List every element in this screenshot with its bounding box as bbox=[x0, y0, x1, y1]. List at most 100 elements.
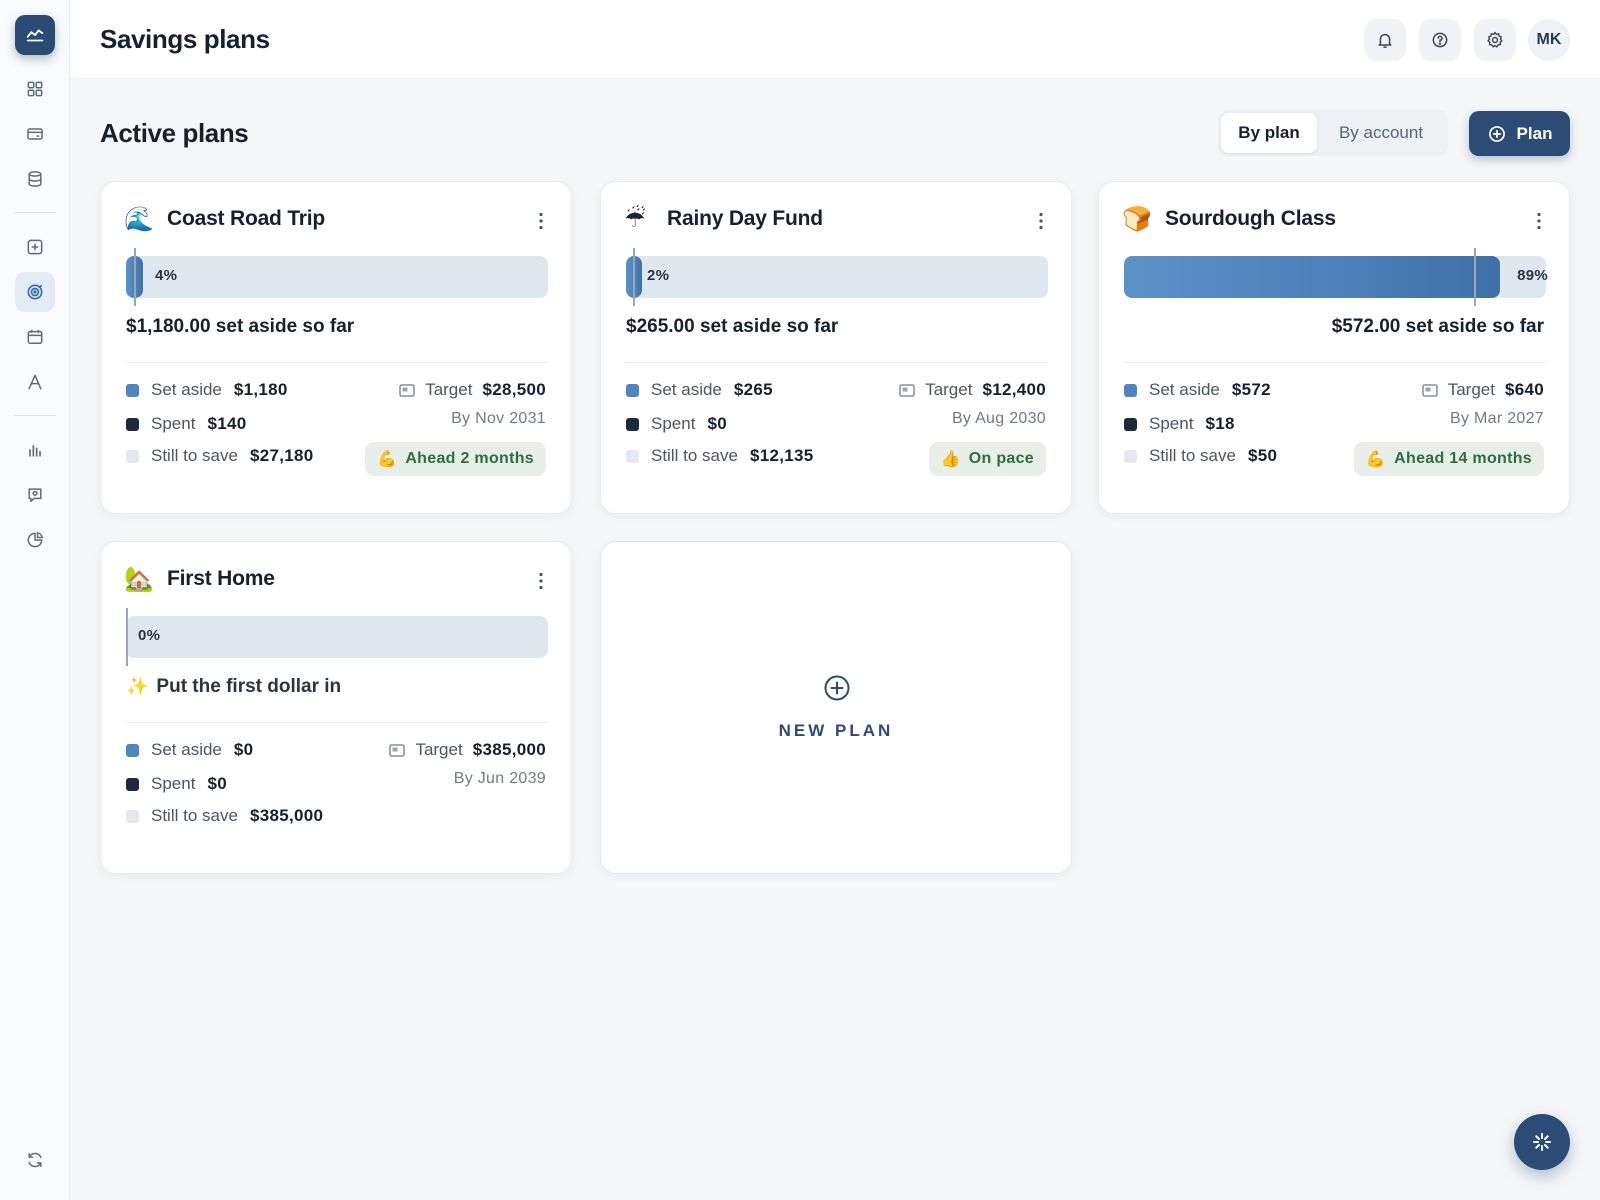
stat-value: $140 bbox=[207, 414, 247, 433]
stat-label: Set aside bbox=[1149, 380, 1220, 399]
message-icon bbox=[28, 488, 42, 502]
progress-bar: 89% bbox=[1124, 248, 1548, 306]
plus-square-icon bbox=[27, 239, 43, 255]
nav-add[interactable] bbox=[15, 227, 55, 267]
flag-icon bbox=[399, 383, 415, 397]
set-aside-stat: Set aside $572 bbox=[1124, 380, 1271, 400]
plan-menu-button[interactable] bbox=[531, 568, 551, 594]
pace-label: On pace bbox=[968, 450, 1034, 467]
progress-percent: 2% bbox=[647, 267, 670, 284]
gear-icon bbox=[1487, 31, 1503, 48]
section-title: Active plans bbox=[100, 118, 249, 148]
plan-card-first-home[interactable]: 🏡 First Home 0% ✨ Put the first dollar in… bbox=[100, 541, 572, 874]
nav-accounts[interactable] bbox=[15, 114, 55, 154]
stat-label: Spent bbox=[151, 774, 196, 793]
pace-marker bbox=[126, 608, 128, 666]
tab-by-plan[interactable]: By plan bbox=[1221, 113, 1317, 153]
flexed-bicep-icon: 💪 bbox=[1365, 451, 1387, 468]
nav-messages[interactable] bbox=[15, 475, 55, 515]
nav-breakdown[interactable] bbox=[15, 520, 55, 560]
still-swatch bbox=[126, 809, 139, 823]
flag-icon bbox=[1422, 383, 1438, 397]
stat-label: Spent bbox=[151, 414, 196, 433]
database-icon bbox=[28, 171, 42, 187]
still-swatch bbox=[1124, 449, 1137, 463]
trend-line-icon bbox=[26, 29, 44, 42]
target-label: Target bbox=[425, 380, 473, 399]
help-circle-icon bbox=[1432, 32, 1448, 48]
house-icon: 🏡 bbox=[124, 566, 154, 593]
sidebar bbox=[0, 0, 70, 1200]
plan-menu-button[interactable] bbox=[1529, 208, 1549, 234]
plan-menu-button[interactable] bbox=[531, 208, 551, 234]
flag-icon bbox=[389, 743, 406, 757]
saved-summary: $265.00 set aside so far bbox=[626, 316, 839, 337]
add-plan-button[interactable]: Plan bbox=[1469, 111, 1570, 156]
saved-summary: $572.00 set aside so far bbox=[1331, 316, 1544, 337]
pace-badge: 💪 Ahead 2 months bbox=[365, 442, 546, 476]
nav-calendar[interactable] bbox=[15, 317, 55, 357]
plus-circle-icon bbox=[824, 675, 850, 701]
stat-value: $12,135 bbox=[749, 446, 814, 465]
bar-chart-icon bbox=[29, 445, 41, 457]
target-value: $28,500 bbox=[482, 380, 546, 399]
spent-swatch bbox=[126, 417, 139, 431]
nav-dashboard[interactable] bbox=[15, 69, 55, 109]
app-logo[interactable] bbox=[15, 15, 55, 55]
stat-value: $50 bbox=[1247, 446, 1278, 465]
notifications-button[interactable] bbox=[1364, 19, 1406, 61]
plan-name: Sourdough Class bbox=[1165, 207, 1336, 230]
nav-charts[interactable] bbox=[15, 430, 55, 470]
nav-divider bbox=[14, 415, 56, 416]
settings-button[interactable] bbox=[1474, 19, 1516, 61]
pace-marker bbox=[1474, 248, 1476, 306]
still-swatch bbox=[626, 449, 639, 463]
plan-name: Coast Road Trip bbox=[167, 207, 326, 230]
nav-sync[interactable] bbox=[15, 1140, 55, 1180]
bell-icon bbox=[1378, 33, 1392, 48]
plus-circle-icon bbox=[1488, 125, 1505, 142]
spent-stat: Spent $140 bbox=[126, 414, 246, 434]
assistant-button[interactable] bbox=[1514, 1114, 1570, 1170]
grid-icon bbox=[27, 81, 43, 97]
plan-menu-button[interactable] bbox=[1031, 208, 1051, 234]
help-button[interactable] bbox=[1419, 19, 1461, 61]
user-avatar[interactable]: MK bbox=[1528, 19, 1570, 61]
spent-swatch bbox=[126, 777, 139, 791]
stat-value: $0 bbox=[707, 414, 727, 433]
still-to-save-stat: Still to save $385,000 bbox=[126, 806, 323, 826]
progress-fill bbox=[1124, 256, 1500, 298]
target-date: By Jun 2039 bbox=[453, 770, 546, 787]
card-divider bbox=[126, 362, 548, 363]
still-to-save-stat: Still to save $12,135 bbox=[626, 446, 814, 466]
stat-value: $1,180 bbox=[233, 380, 288, 399]
nav-data[interactable] bbox=[15, 159, 55, 199]
new-plan-card[interactable]: NEW PLAN bbox=[600, 541, 1072, 874]
stat-label: Still to save bbox=[1149, 446, 1236, 465]
nav-savings-plans[interactable] bbox=[15, 272, 55, 312]
target-icon bbox=[27, 284, 43, 300]
plan-card-rainy-day-fund[interactable]: ☔ Rainy Day Fund 2% $265.00 set aside so… bbox=[600, 181, 1072, 514]
stat-value: $385,000 bbox=[249, 806, 324, 825]
stat-value: $265 bbox=[733, 380, 773, 399]
plan-card-coast-road-trip[interactable]: 🌊 Coast Road Trip 4% $1,180.00 set aside… bbox=[100, 181, 572, 514]
spent-swatch bbox=[1124, 417, 1137, 431]
umbrella-icon: ☔ bbox=[624, 206, 646, 233]
add-plan-label: Plan bbox=[1516, 123, 1553, 143]
target-label: Target bbox=[1447, 380, 1495, 399]
plan-name: First Home bbox=[167, 567, 275, 590]
stat-label: Spent bbox=[651, 414, 696, 433]
plan-card-sourdough-class[interactable]: 🍞 Sourdough Class 89% $572.00 set aside … bbox=[1098, 181, 1570, 514]
nav-reports[interactable] bbox=[15, 362, 55, 402]
calendar-icon bbox=[27, 329, 43, 344]
stat-label: Still to save bbox=[151, 446, 238, 465]
tab-by-account[interactable]: By account bbox=[1338, 123, 1424, 142]
set-aside-stat: Set aside $265 bbox=[626, 380, 773, 400]
card-divider bbox=[126, 722, 548, 723]
stat-label: Still to save bbox=[151, 806, 238, 825]
pace-badge: 💪 Ahead 14 months bbox=[1353, 442, 1544, 476]
pace-label: Ahead 2 months bbox=[405, 450, 534, 467]
spent-swatch bbox=[626, 417, 639, 431]
new-plan-label: NEW PLAN bbox=[778, 721, 894, 740]
sparkles-icon: ✨ bbox=[126, 676, 149, 696]
